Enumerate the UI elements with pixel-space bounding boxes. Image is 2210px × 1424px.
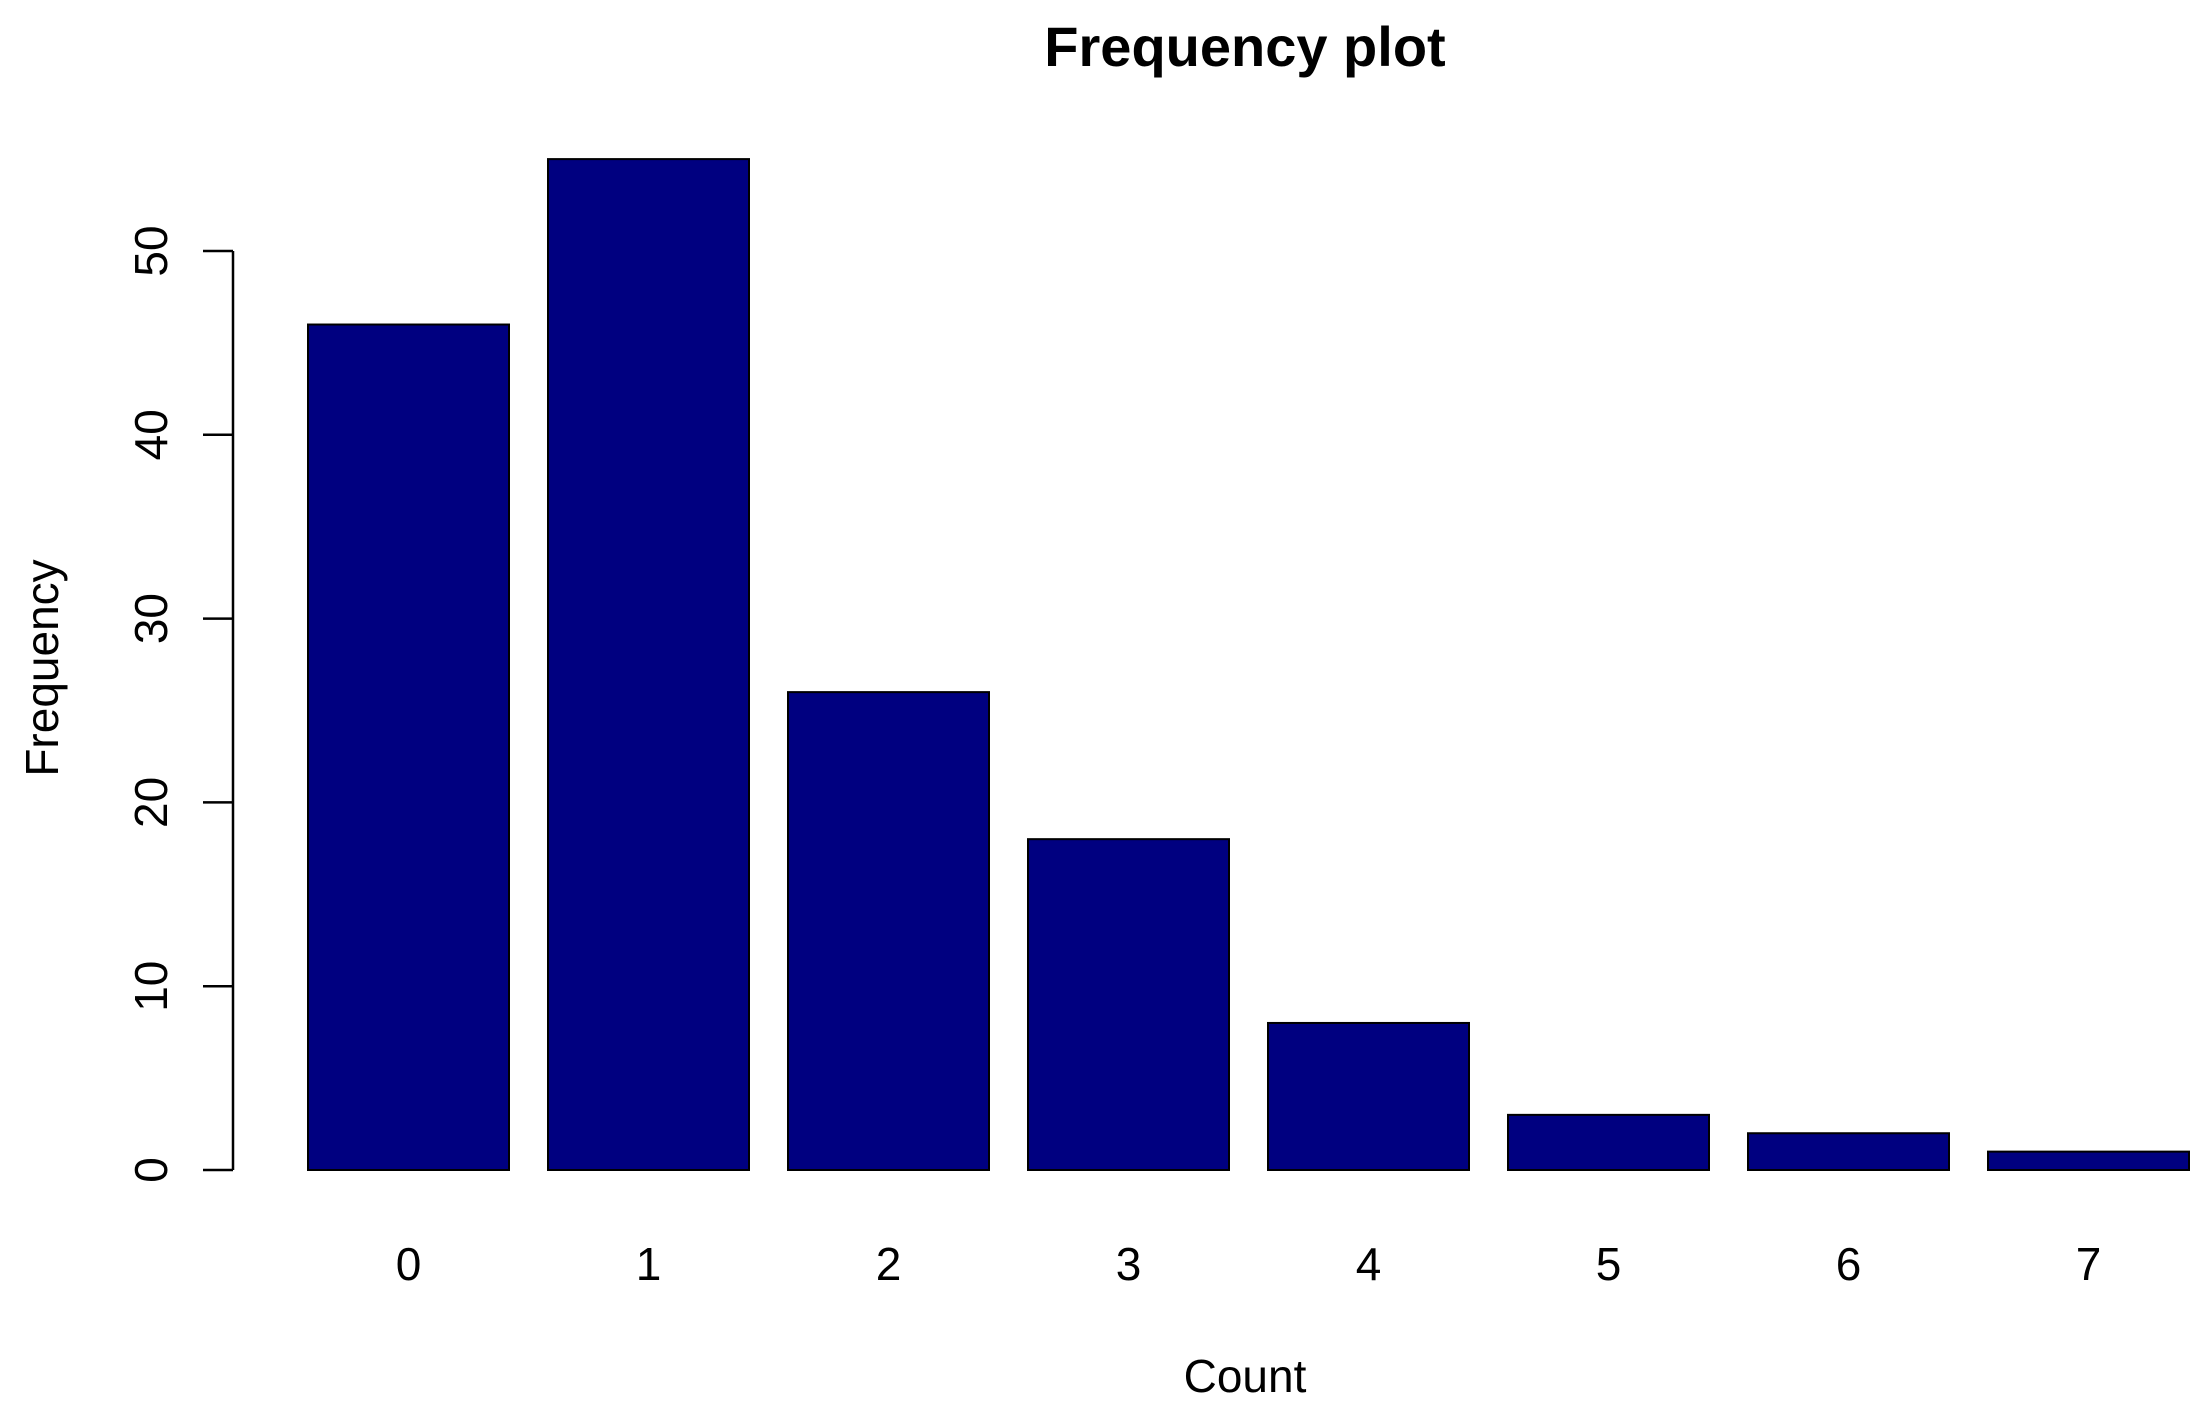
y-axis-label: Frequency bbox=[16, 559, 68, 776]
bar-2 bbox=[787, 691, 990, 1171]
x-tick-label: 6 bbox=[1836, 1238, 1862, 1290]
x-axis-label: Count bbox=[1184, 1350, 1307, 1402]
bar-6 bbox=[1747, 1132, 1950, 1171]
bar-4 bbox=[1267, 1021, 1470, 1172]
y-tick-label: 20 bbox=[125, 777, 177, 828]
bar-7 bbox=[1987, 1150, 2190, 1171]
y-tick-label: 10 bbox=[125, 961, 177, 1012]
bar-0 bbox=[307, 323, 510, 1171]
x-tick-label: 5 bbox=[1596, 1238, 1622, 1290]
y-tick-label: 30 bbox=[125, 593, 177, 644]
bar-1 bbox=[547, 158, 750, 1172]
x-tick-label: 7 bbox=[2076, 1238, 2102, 1290]
x-tick-label: 2 bbox=[876, 1238, 902, 1290]
bar-3 bbox=[1027, 838, 1230, 1171]
x-tick-label: 1 bbox=[636, 1238, 662, 1290]
y-tick-label: 0 bbox=[125, 1157, 177, 1183]
x-tick-label: 0 bbox=[396, 1238, 422, 1290]
y-tick-label: 40 bbox=[125, 409, 177, 460]
x-tick-label: 4 bbox=[1356, 1238, 1382, 1290]
x-tick-labels: 0 1 2 3 4 5 6 7 bbox=[396, 1238, 2102, 1290]
chart-title: Frequency plot bbox=[1044, 15, 1445, 78]
x-tick-label: 3 bbox=[1116, 1238, 1142, 1290]
bars bbox=[307, 158, 2190, 1172]
y-axis: 0 10 20 30 40 50 bbox=[125, 225, 235, 1183]
bar-5 bbox=[1507, 1113, 1710, 1171]
y-tick-label: 50 bbox=[125, 225, 177, 276]
